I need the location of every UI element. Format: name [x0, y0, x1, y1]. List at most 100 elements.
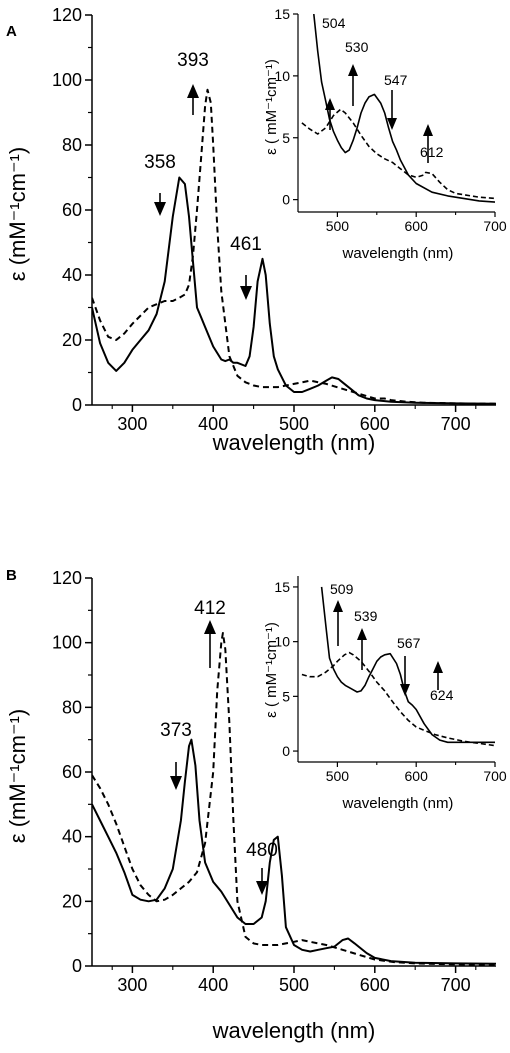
panel-b-series-dashed	[92, 632, 496, 966]
panel-b-inset-peak-label: 624	[430, 687, 454, 703]
panel-a-inset-y-tick-label: 15	[274, 6, 290, 22]
panel-a-y-tick-label: 120	[52, 5, 82, 25]
panel-a-inset-y-tick-label: 5	[282, 130, 290, 146]
panel-b-inset-y-tick-label: 5	[282, 688, 290, 704]
panel-a-inset-series	[301, 14, 495, 203]
panel-a-inset-y-tick-label: 10	[274, 68, 290, 84]
panel-a-x-tick-label: 700	[441, 414, 471, 434]
panel-b-x-tick-label: 300	[117, 975, 147, 995]
panel-b-peak-label: 373	[160, 720, 192, 741]
panel-letter-b: B	[6, 567, 17, 584]
panel-a-inset: 0 5 10 15 500 600 700 504 530 547 612 wavelength …	[263, 6, 507, 262]
panel-a-inset-annotations: 504 530 547 612	[322, 15, 444, 163]
panel-a-y-tick-label: 20	[62, 330, 82, 350]
panel-a-inset-peak-arrow-up	[348, 64, 358, 76]
panel-b-series-solid	[92, 738, 496, 965]
panel-a-inset-peak-label: 530	[345, 39, 369, 55]
panel-b-inset-y-tick-label: 10	[274, 634, 290, 650]
panel-a-inset-x-tick-label: 700	[483, 218, 507, 234]
panel-a-inset-peak-label: 504	[322, 15, 346, 31]
panel-a-inset-peak-arrow-down	[387, 118, 397, 130]
panel-b-inset-series	[301, 586, 495, 747]
panel-b-inset-x-tick-label: 500	[326, 768, 350, 784]
panel-b-annotations: 373 412 480	[160, 598, 278, 895]
panel-b-inset-peak-arrow-up	[333, 600, 343, 612]
panel-b-y-tick-label: 60	[62, 762, 82, 782]
panel-a-y-tick-label: 60	[62, 200, 82, 220]
panel-b-inset-peak-arrow-up	[357, 628, 367, 640]
panel-a-annotations: 358 393 461	[144, 50, 262, 300]
panel-a-series-dashed	[92, 88, 496, 405]
panel-a-inset-axes: 0 5 10 15 500 600 700	[274, 6, 506, 234]
panel-a-y-axis-title: ε (mM⁻¹cm⁻¹)	[5, 147, 30, 281]
panel-b-y-tick-label: 120	[52, 568, 82, 588]
panel-a-inset-peak-label: 547	[384, 72, 408, 88]
panel-b-inset-peak-arrow-up	[433, 661, 443, 673]
panel-b-x-tick-label: 600	[360, 975, 390, 995]
panel-a-inset-peak-label: 612	[420, 144, 444, 160]
panel-a-y-tick-label: 80	[62, 135, 82, 155]
panel-b-y-tick-label: 0	[72, 956, 82, 976]
panel-letter-a: A	[6, 23, 17, 40]
panel-b-inset-peak-label: 539	[354, 608, 378, 624]
panel-a-peak-label: 393	[177, 50, 209, 71]
panel-b-peak-arrow-down	[170, 776, 182, 790]
panel-b-inset-y-tick-label: 0	[282, 743, 290, 759]
panel-a-inset-x-tick-label: 500	[326, 218, 350, 234]
panel-a-series-solid	[92, 176, 496, 405]
panel-b-inset-peak-arrow-down	[400, 684, 410, 696]
panel-a-y-tick-label: 100	[52, 70, 82, 90]
panel-a-x-tick-label: 400	[198, 414, 228, 434]
panel-b-inset-peak-label: 567	[397, 635, 421, 651]
panel-a-inset-peak-arrow-up	[423, 124, 433, 136]
panel-b-inset-y-tick-label: 15	[274, 579, 290, 595]
panel-b-peak-arrow-up	[204, 620, 216, 634]
panel-b-x-tick-label: 400	[198, 975, 228, 995]
panel-a-x-tick-label: 600	[360, 414, 390, 434]
panel-a-inset-x-tick-label: 600	[405, 218, 429, 234]
panel-b-peak-label: 412	[194, 598, 226, 619]
panel-a-peak-label: 358	[144, 152, 176, 173]
panel-b-inset-axes: 0 5 10 15 500 600 700	[274, 576, 507, 784]
panel-a-inset-y-axis-title: ε ( mM⁻¹cm⁻¹)	[263, 59, 280, 155]
panel-b-y-tick-label: 20	[62, 891, 82, 911]
panel-a-series	[92, 88, 496, 405]
panel-a-x-axis-title: wavelength (nm)	[212, 430, 376, 455]
panel-b-inset-x-tick-label: 700	[483, 768, 507, 784]
panel-b-x-axis-title: wavelength (nm)	[212, 1018, 376, 1043]
panel-a-peak-arrow-up	[187, 84, 199, 98]
panel-b-inset-x-tick-label: 600	[405, 768, 429, 784]
panel-b-x-tick-label: 500	[279, 975, 309, 995]
panel-a-y-tick-label: 0	[72, 395, 82, 415]
panel-b-inset-series-dashed	[301, 651, 495, 747]
panel-a-inset-peak-arrow-up	[325, 98, 335, 110]
panel-a-inset-y-tick-label: 0	[282, 192, 290, 208]
panel-a-peak-label: 461	[230, 234, 262, 255]
panel-b-y-tick-label: 100	[52, 633, 82, 653]
panel-b-peak-arrow-down	[256, 881, 268, 895]
panel-a-y-tick-label: 40	[62, 265, 82, 285]
panel-b-peak-label: 480	[246, 840, 278, 861]
panel-a-peak-arrow-down	[240, 286, 252, 300]
panel-a-inset-series-solid	[313, 14, 495, 203]
panel-a-x-tick-label: 500	[279, 414, 309, 434]
panel-b-inset-peak-label: 509	[330, 581, 354, 597]
panel-b-y-axis-title: ε (mM⁻¹cm⁻¹)	[5, 709, 30, 843]
panel-a-inset-x-axis-title: wavelength (nm)	[342, 245, 454, 262]
panel-b-inset-series-solid	[320, 586, 495, 744]
panel-b-x-tick-label: 700	[441, 975, 471, 995]
panel-b-y-tick-label: 40	[62, 827, 82, 847]
panel-b-series	[92, 632, 496, 966]
panel-b-inset-y-axis-title: ε ( mM⁻¹cm⁻¹)	[263, 622, 280, 718]
panel-b-y-tick-label: 80	[62, 697, 82, 717]
panel-b-inset-x-axis-title: wavelength (nm)	[342, 795, 454, 812]
panel-a-x-tick-label: 300	[117, 414, 147, 434]
panel-a-inset-series-dashed	[301, 108, 495, 200]
